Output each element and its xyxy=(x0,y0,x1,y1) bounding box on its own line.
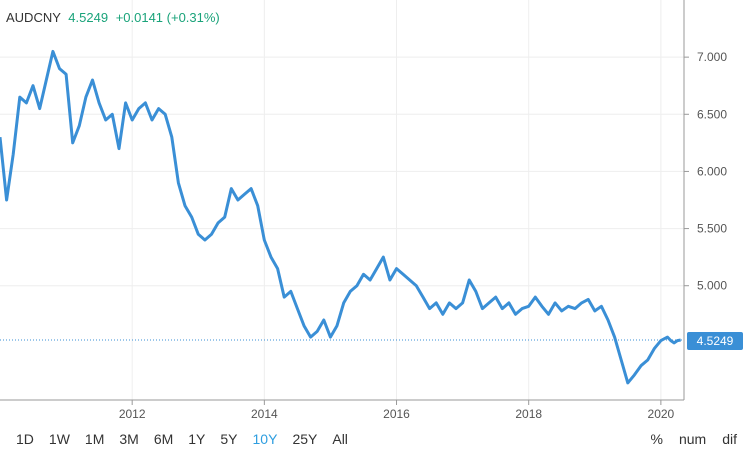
y-tick-label: 6.000 xyxy=(697,164,727,178)
range-selector: 1D 1W 1M 3M 6M 1Y 5Y 10Y 25Y All xyxy=(16,431,363,447)
range-button-5y[interactable]: 5Y xyxy=(220,431,238,447)
range-button-all[interactable]: All xyxy=(332,431,348,447)
last-price-tag: 4.5249 xyxy=(687,332,743,350)
range-button-1w[interactable]: 1W xyxy=(48,431,70,447)
y-tick-label: 7.000 xyxy=(697,50,727,64)
x-tick-label: 2018 xyxy=(515,407,542,421)
mode-button-num[interactable]: num xyxy=(678,431,707,447)
range-button-1d[interactable]: 1D xyxy=(16,431,34,447)
x-tick-label: 2016 xyxy=(383,407,410,421)
x-axis-ticks: 2012 2014 2016 2018 2020 xyxy=(119,400,675,421)
series-line-audcny xyxy=(0,49,681,385)
mode-button-percent[interactable]: % xyxy=(650,431,663,447)
range-button-10y[interactable]: 10Y xyxy=(252,431,278,447)
range-button-25y[interactable]: 25Y xyxy=(292,431,318,447)
ticker-symbol: AUDCNY xyxy=(6,10,61,25)
y-axis-ticks: 7.000 6.500 6.000 5.500 5.000 xyxy=(684,50,727,293)
x-tick-label: 2012 xyxy=(119,407,146,421)
x-tick-label: 2014 xyxy=(251,407,278,421)
range-button-1y[interactable]: 1Y xyxy=(188,431,206,447)
y-tick-label: 6.500 xyxy=(697,107,727,121)
y-tick-label: 5.500 xyxy=(697,222,727,236)
mode-button-dif[interactable]: dif xyxy=(722,431,737,447)
range-button-3m[interactable]: 3M xyxy=(119,431,139,447)
ticker-price: 4.5249 xyxy=(68,10,109,25)
display-mode-selector: % num dif xyxy=(635,431,737,447)
gridlines xyxy=(0,0,684,400)
ticker-change: +0.0141 (+0.31%) xyxy=(115,10,220,25)
range-button-6m[interactable]: 6M xyxy=(153,431,174,447)
y-tick-label: 5.000 xyxy=(697,279,727,293)
range-button-1m[interactable]: 1M xyxy=(84,431,105,447)
x-tick-label: 2020 xyxy=(648,407,675,421)
ticker-header: AUDCNY 4.5249 +0.0141 (+0.31%) xyxy=(6,10,220,25)
